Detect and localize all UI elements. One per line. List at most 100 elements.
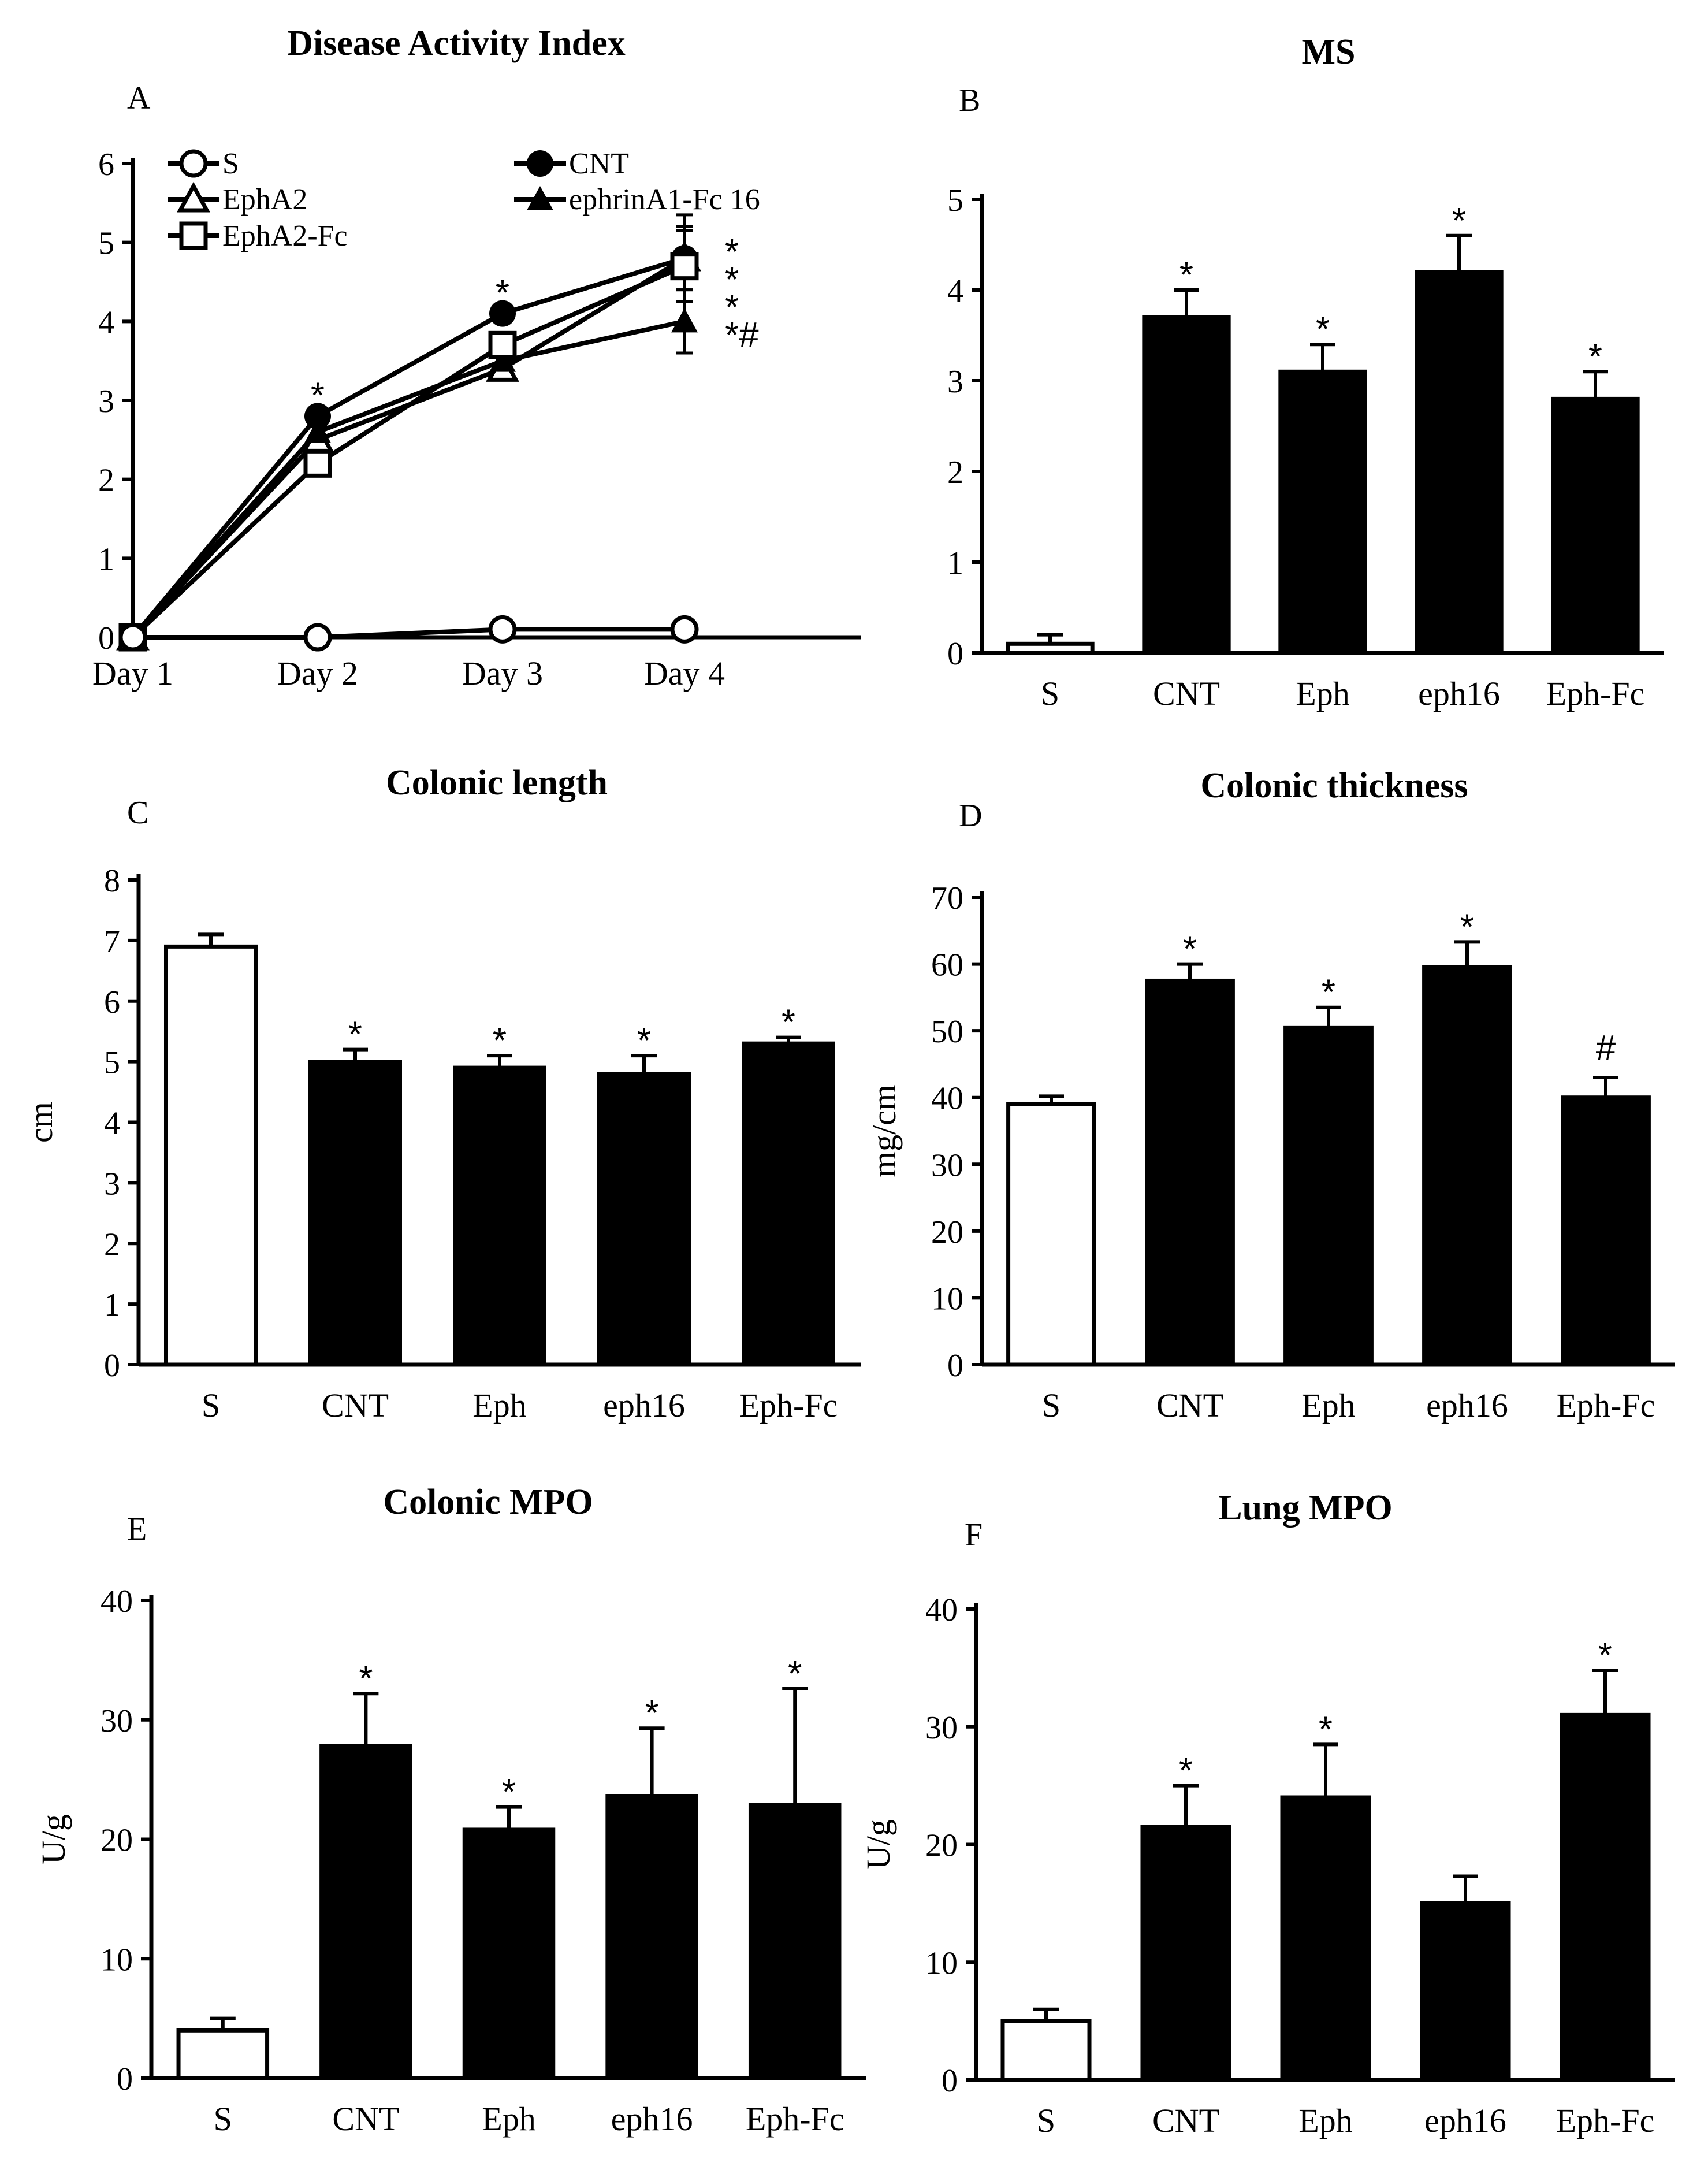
y-tick-label: 20 bbox=[101, 1823, 133, 1859]
legend: S CNT EphA2 ephrinA1-Fc 16 EphA2-Fc bbox=[168, 147, 760, 252]
bar-s bbox=[176, 2028, 270, 2080]
panel-title: Colonic thickness bbox=[1200, 766, 1468, 805]
bar-cnt bbox=[1142, 315, 1231, 655]
significance-mark: * bbox=[645, 1693, 659, 1733]
bar-eph-fc bbox=[748, 1803, 842, 2080]
y-tick-label: 8 bbox=[104, 863, 120, 899]
panel-title: Colonic MPO bbox=[383, 1483, 593, 1522]
y-tick-label: 10 bbox=[931, 1281, 963, 1317]
x-tick-label: CNT bbox=[1156, 1387, 1223, 1424]
significance-mark: * bbox=[1316, 310, 1330, 350]
legend-marker bbox=[177, 181, 210, 213]
data-point bbox=[304, 403, 331, 430]
bar-eph bbox=[1278, 369, 1367, 655]
y-tick-label: 1 bbox=[104, 1287, 120, 1323]
y-tick-label: 6 bbox=[104, 984, 120, 1020]
x-tick-label: CNT bbox=[1153, 675, 1220, 712]
bar-eph bbox=[453, 1065, 546, 1367]
data-point bbox=[671, 308, 698, 333]
significance-mark: *# bbox=[725, 315, 759, 355]
y-tick-label: 30 bbox=[925, 1710, 958, 1746]
bar-eph-fc bbox=[1561, 1095, 1651, 1367]
significance-mark: * bbox=[1179, 255, 1193, 295]
bar-cnt bbox=[308, 1060, 402, 1367]
series-line-ephrina1-fc-16 bbox=[131, 319, 685, 639]
y-tick-label: 5 bbox=[947, 183, 963, 218]
y-tick-label: 7 bbox=[104, 924, 120, 960]
panel-title: Disease Activity Index bbox=[287, 24, 626, 63]
significance-mark: * bbox=[1460, 907, 1474, 947]
x-tick-label: Day 3 bbox=[462, 655, 543, 692]
significance-mark: * bbox=[348, 1015, 362, 1055]
bar-eph16 bbox=[1415, 270, 1504, 655]
significance-mark: * bbox=[788, 1654, 802, 1694]
x-tick-label: Eph-Fc bbox=[1546, 675, 1645, 712]
legend-marker bbox=[179, 149, 208, 178]
y-tick-label: 0 bbox=[947, 1348, 963, 1384]
panel-title: Colonic length bbox=[386, 763, 608, 802]
significance-mark: * bbox=[725, 288, 739, 328]
x-tick-label: eph16 bbox=[1426, 1387, 1508, 1424]
panel-D: Colonic thickness D 0 10 20 30 40 50 60 70 mg/cm S C… bbox=[865, 766, 1675, 1424]
y-tick-label: 2 bbox=[98, 463, 114, 499]
y-axis-title: U/g bbox=[859, 1819, 897, 1870]
y-tick-label: 3 bbox=[98, 384, 114, 419]
panel-B: MS B 0 1 2 3 4 5 S CNT * Eph * eph16 * Eph-Fc * bbox=[947, 32, 1664, 712]
y-tick-label: 1 bbox=[98, 541, 114, 577]
x-tick-label: Eph bbox=[1298, 2102, 1352, 2139]
legend-label: S bbox=[222, 147, 239, 180]
panel-letter: F bbox=[965, 1517, 983, 1553]
y-tick-label: 1 bbox=[947, 545, 963, 581]
significance-mark: # bbox=[1596, 1028, 1616, 1068]
y-tick-label: 30 bbox=[101, 1703, 133, 1739]
x-tick-label: eph16 bbox=[1424, 2102, 1506, 2139]
legend-label: ephrinA1-Fc 16 bbox=[569, 183, 760, 216]
panel-title: Lung MPO bbox=[1218, 1488, 1392, 1528]
series-line-cnt bbox=[131, 256, 686, 639]
x-tick-label: Eph-Fc bbox=[1556, 2102, 1655, 2139]
y-tick-label: 2 bbox=[947, 455, 963, 491]
data-point bbox=[489, 300, 516, 327]
bar-s bbox=[1006, 1102, 1096, 1367]
panel-letter: B bbox=[959, 83, 980, 118]
y-axis-title: cm bbox=[22, 1102, 59, 1143]
y-tick-label: 20 bbox=[931, 1214, 963, 1250]
y-tick-label: 70 bbox=[931, 880, 963, 916]
bar-eph16 bbox=[1422, 965, 1512, 1367]
bar-s bbox=[1006, 641, 1095, 655]
bar-cnt bbox=[319, 1744, 412, 2080]
y-tick-label: 3 bbox=[104, 1166, 120, 1202]
x-tick-label: eph16 bbox=[1418, 675, 1500, 712]
bar-eph bbox=[462, 1827, 556, 2080]
y-tick-label: 3 bbox=[947, 364, 963, 400]
y-tick-label: 10 bbox=[101, 1942, 133, 1978]
x-tick-label: Eph bbox=[1301, 1387, 1355, 1424]
y-tick-label: 5 bbox=[104, 1045, 120, 1081]
panel-letter: E bbox=[127, 1511, 147, 1547]
x-tick-label: S bbox=[1042, 1387, 1060, 1424]
x-tick-label: Eph-Fc bbox=[739, 1387, 838, 1424]
panel-letter: A bbox=[127, 80, 151, 116]
significance-mark: * bbox=[311, 376, 325, 416]
y-tick-label: 5 bbox=[98, 226, 114, 262]
x-tick-label: CNT bbox=[332, 2100, 399, 2138]
x-tick-label: S bbox=[1037, 2102, 1055, 2139]
y-tick-label: 40 bbox=[925, 1592, 958, 1628]
significance-mark: * bbox=[502, 1773, 516, 1812]
bar-s bbox=[164, 944, 258, 1367]
x-tick-label: S bbox=[1041, 675, 1059, 712]
y-tick-label: 0 bbox=[942, 2063, 958, 2099]
panel-C: Colonic length C 0 1 2 3 4 5 6 7 8 cm S CNT * Eph * eph16… bbox=[22, 763, 861, 1424]
y-tick-label: 0 bbox=[947, 636, 963, 672]
legend-marker bbox=[179, 221, 208, 250]
y-axis-title: mg/cm bbox=[865, 1084, 903, 1177]
bar-eph-fc bbox=[1551, 396, 1640, 655]
bar-s bbox=[1000, 2019, 1092, 2082]
bar-eph16 bbox=[1420, 1901, 1511, 2082]
significance-mark: * bbox=[782, 1003, 795, 1043]
legend-marker bbox=[527, 186, 553, 210]
x-tick-label: Eph-Fc bbox=[746, 2100, 844, 2138]
series-line-s bbox=[133, 627, 684, 640]
significance-mark: * bbox=[1322, 973, 1335, 1013]
